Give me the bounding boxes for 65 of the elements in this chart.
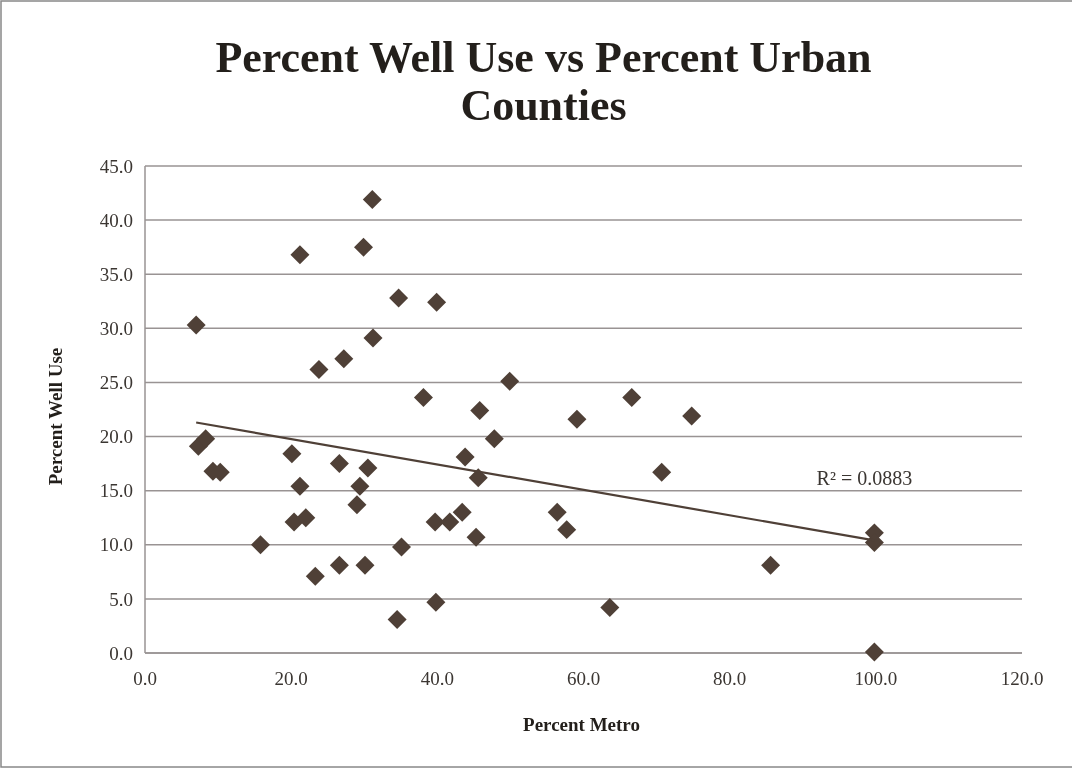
point xyxy=(186,315,206,335)
y-tick-label: 40.0 xyxy=(99,209,133,231)
point xyxy=(484,429,504,449)
point xyxy=(452,502,472,522)
point xyxy=(354,237,374,257)
point xyxy=(305,566,325,586)
y-tick-label: 25.0 xyxy=(99,372,133,394)
point xyxy=(547,502,567,522)
x-tick-label: 120.0 xyxy=(1000,668,1044,689)
point xyxy=(470,401,490,421)
y-tick-label: 5.0 xyxy=(109,588,133,610)
x-tick-label: 80.0 xyxy=(713,668,747,689)
point xyxy=(329,454,349,474)
point xyxy=(334,349,354,369)
point xyxy=(284,512,304,532)
y-tick-label: 20.0 xyxy=(99,426,133,448)
point xyxy=(864,642,884,662)
point xyxy=(196,429,216,449)
point xyxy=(387,609,407,629)
x-tick-label: 100.0 xyxy=(854,668,898,689)
point xyxy=(282,444,302,464)
y-tick-label: 0.0 xyxy=(109,642,133,664)
point xyxy=(347,495,367,515)
point xyxy=(392,537,412,557)
point xyxy=(413,388,433,408)
point xyxy=(427,292,447,312)
point xyxy=(567,409,587,429)
point xyxy=(329,555,349,575)
point xyxy=(761,555,781,575)
point xyxy=(296,508,316,528)
x-tick-label: 60.0 xyxy=(566,668,601,689)
point xyxy=(500,371,520,391)
point xyxy=(358,458,378,478)
y-tick-label: 30.0 xyxy=(99,317,133,339)
point xyxy=(455,447,475,467)
point xyxy=(350,476,370,496)
y-tick-label: 35.0 xyxy=(99,263,133,285)
chart-title: Percent Well Use vs Percent Urban Counties xyxy=(215,33,872,130)
point xyxy=(466,527,486,547)
point xyxy=(600,598,620,618)
point xyxy=(250,535,270,555)
point xyxy=(622,388,642,408)
point xyxy=(290,476,310,496)
x-tick-label: 20.0 xyxy=(274,668,308,689)
annotation: R² = 0.0883 xyxy=(816,467,913,490)
point xyxy=(425,512,445,532)
point xyxy=(426,592,446,612)
y-axis-title: Percent Well Use xyxy=(45,347,66,486)
point xyxy=(682,406,702,426)
y-tick-label: 45.0 xyxy=(99,155,133,177)
point xyxy=(362,190,382,210)
point xyxy=(557,520,577,540)
point xyxy=(468,468,488,488)
point xyxy=(652,462,672,482)
point xyxy=(389,288,409,308)
y-tick-label: 10.0 xyxy=(99,534,133,556)
x-axis-title: Percent Metro xyxy=(523,714,640,735)
point xyxy=(363,328,383,348)
point xyxy=(290,245,310,265)
point xyxy=(355,555,375,575)
x-tick-label: 40.0 xyxy=(420,668,454,689)
point xyxy=(440,512,460,532)
y-tick-label: 15.0 xyxy=(99,480,133,502)
x-tick-label: 0.0 xyxy=(133,668,157,689)
point xyxy=(309,359,329,379)
